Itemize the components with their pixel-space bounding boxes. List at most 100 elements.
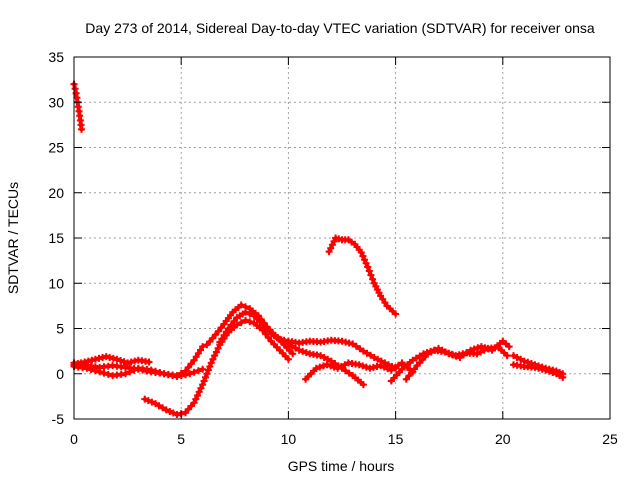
series-track-g [216,308,400,372]
data-point [284,355,292,363]
data-point [242,316,249,324]
data-point [460,351,467,359]
series-track-a [70,80,85,133]
data-point [104,370,112,378]
data-point [505,343,513,351]
data-point [431,346,439,354]
data-point [122,370,129,378]
data-point [100,369,108,377]
data-point [212,331,219,339]
data-point [359,347,367,355]
data-point [242,308,249,316]
data-point [292,344,299,352]
data-point [224,325,232,332]
data-point [190,399,198,407]
series-track-j [325,234,400,318]
data-point [264,334,272,342]
grid [74,57,610,419]
data-point [199,381,207,389]
data-point [230,317,238,325]
data-point [155,402,163,410]
data-point [369,275,377,283]
data-point [467,346,475,354]
data-point [363,349,371,357]
y-tick-label: 0 [56,366,64,382]
data-point [312,364,320,372]
series-track-l [402,337,513,383]
x-tick-label: 5 [177,431,185,447]
data-point [148,398,156,406]
data-point [452,352,460,360]
data-point [542,366,550,374]
data-point [357,249,365,256]
data-point [545,367,553,375]
data-point [203,370,211,378]
data-point [211,352,219,360]
data-point [144,397,152,405]
data-point [145,358,153,366]
x-tick-label: 20 [495,431,511,447]
data-point [427,348,435,356]
data-point [190,368,198,376]
y-tick-label: 20 [48,185,64,201]
data-point [412,354,420,362]
data-point [299,347,307,355]
y-tick-label: 30 [48,94,64,110]
data-point [345,369,353,377]
data-point [377,362,385,370]
data-point [194,392,201,399]
data-point [197,384,205,392]
data-point [204,366,212,374]
data-point [295,346,303,354]
y-tick-label: 35 [48,49,64,65]
x-tick-label: 0 [70,431,78,447]
data-point [316,363,324,371]
data-point [362,259,370,267]
data-point [337,363,345,370]
y-tick-label: 15 [48,230,64,246]
y-axis-label: SDTVAR / TECUs [5,182,21,294]
data-point [355,361,363,369]
data-point [359,381,367,389]
data-point [384,365,392,373]
data-point [117,357,124,364]
data-point [214,327,222,335]
data-point [485,345,492,353]
data-point [330,363,338,371]
data-point [392,310,400,318]
data-point [365,267,373,275]
data-point [246,318,254,326]
data-point [349,340,357,348]
y-tick-label: -5 [52,411,65,427]
x-tick-label: 15 [388,431,404,447]
series-track-n [510,361,567,381]
data-point [352,342,360,350]
data-point [367,351,375,359]
data-point [192,395,200,403]
data-point [503,352,511,360]
x-axis-label: GPS time / hours [288,458,395,474]
data-point [194,367,202,375]
data-point [212,348,220,356]
data-point [237,301,245,309]
data-point [445,350,453,358]
data-point [274,334,282,342]
data-point [359,362,367,370]
data-point [199,343,207,351]
data-point [202,373,209,381]
data-point [442,348,450,356]
data-point [184,363,192,371]
ticks: 0 5 10 15 20 25 -5 0 5 10 15 20 25 30 35 [48,49,618,447]
data-point [474,344,482,352]
data-point [449,351,457,359]
series-layer [70,80,567,418]
y-tick-label: 5 [56,321,64,337]
data-point [387,366,395,374]
data-point [456,354,464,361]
data-point [477,343,485,351]
data-point [284,340,292,348]
data-point [200,377,208,385]
data-point [173,372,181,380]
data-point [481,344,489,352]
data-point [319,362,327,370]
